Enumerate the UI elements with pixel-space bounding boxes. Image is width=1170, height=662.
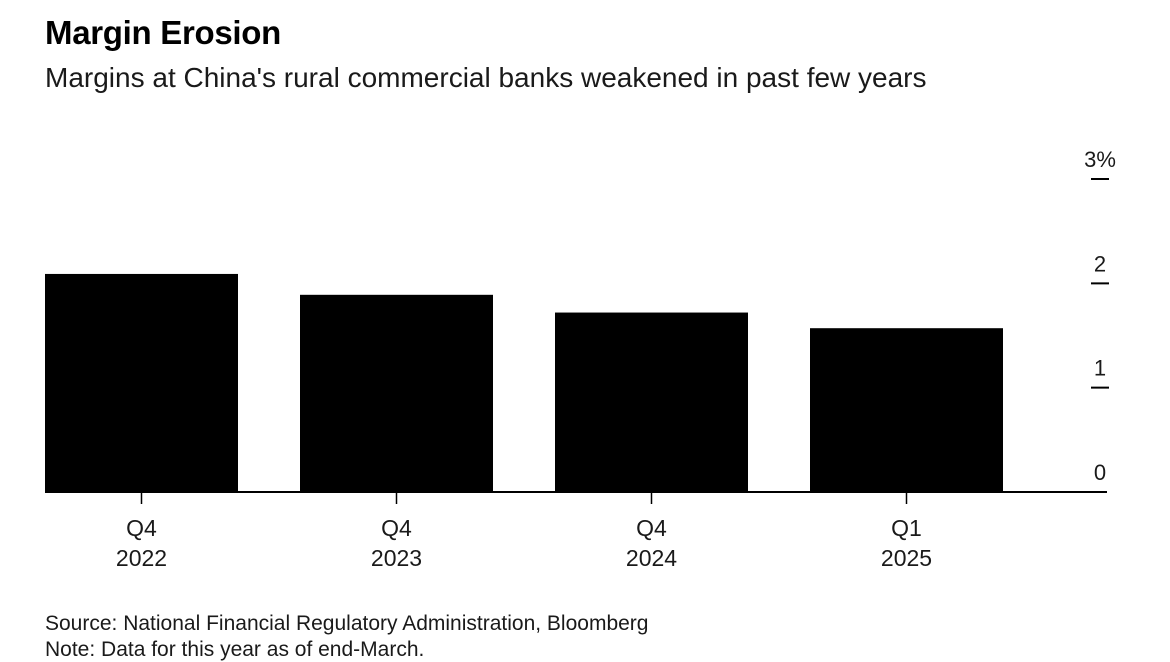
bar-q4-2022 [45, 273, 238, 492]
data-note: Note: Data for this year as of end-March… [45, 638, 425, 661]
bar-q4-2024 [555, 312, 748, 492]
x-tick-label-year: 2024 [626, 545, 677, 571]
bar-q1-2025 [810, 328, 1003, 492]
x-tick-label-year: 2023 [371, 545, 422, 571]
chart-subtitle: Margins at China's rural commercial bank… [45, 62, 927, 93]
source-note: Source: National Financial Regulatory Ad… [45, 612, 649, 635]
x-tick-label-period: Q1 [891, 515, 922, 541]
x-tick-label-period: Q4 [126, 515, 157, 541]
bar-chart: Q4 2022 Q4 2023 Q4 2024 Q1 2025 0 1 2 3% [45, 147, 1116, 571]
bar-q4-2023 [300, 294, 493, 492]
x-tick-label-period: Q4 [381, 515, 412, 541]
x-tick-label-period: Q4 [636, 515, 667, 541]
chart-title: Margin Erosion [45, 14, 281, 51]
y-tick-label: 3% [1084, 147, 1116, 172]
x-tick-label-year: 2022 [116, 545, 167, 571]
y-tick-label: 2 [1094, 251, 1106, 276]
x-tick-label-year: 2025 [881, 545, 932, 571]
y-tick-label: 1 [1094, 356, 1106, 381]
y-tick-label: 0 [1094, 460, 1106, 485]
